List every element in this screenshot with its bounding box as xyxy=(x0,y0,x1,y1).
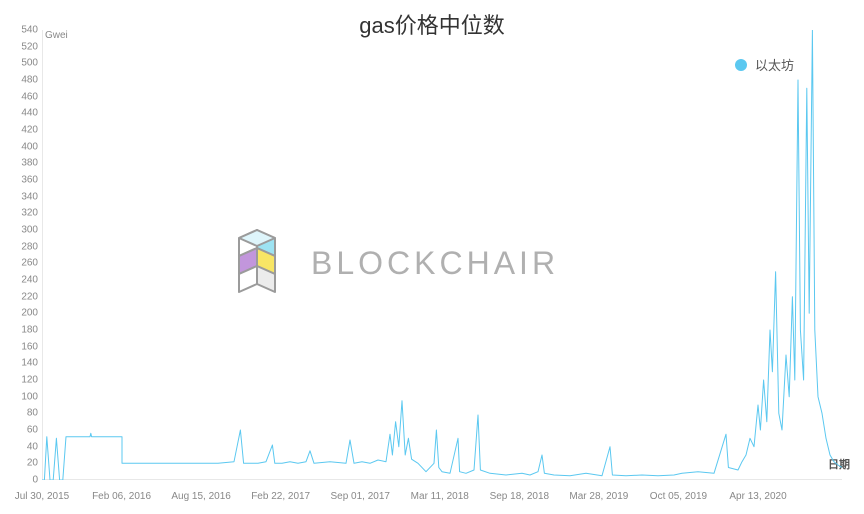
ytick: 200 xyxy=(10,308,38,319)
ytick: 280 xyxy=(10,241,38,252)
ytick: 380 xyxy=(10,158,38,169)
watermark: BLOCKCHAIR xyxy=(235,228,559,298)
xtick: Feb 22, 2017 xyxy=(251,491,310,502)
xtick: Sep 18, 2018 xyxy=(490,491,550,502)
ytick: 120 xyxy=(10,375,38,386)
ytick: 400 xyxy=(10,141,38,152)
ytick: 40 xyxy=(10,441,38,452)
ytick: 320 xyxy=(10,208,38,219)
ytick: 220 xyxy=(10,291,38,302)
ytick: 500 xyxy=(10,58,38,69)
ytick: 160 xyxy=(10,341,38,352)
xtick: Apr 13, 2020 xyxy=(729,491,786,502)
ytick: 420 xyxy=(10,125,38,136)
gas-price-chart: gas价格中位数 Gwei 日期 以太坊 BLOCKCHAIR 02040608… xyxy=(0,0,864,514)
ytick: 480 xyxy=(10,75,38,86)
watermark-text: BLOCKCHAIR xyxy=(311,245,559,282)
ytick: 460 xyxy=(10,91,38,102)
ytick: 440 xyxy=(10,108,38,119)
ytick: 240 xyxy=(10,275,38,286)
xtick: Jul 30, 2015 xyxy=(15,491,70,502)
ytick: 340 xyxy=(10,191,38,202)
ytick: 520 xyxy=(10,41,38,52)
xtick: Oct 05, 2019 xyxy=(650,491,707,502)
xtick: Aug 15, 2016 xyxy=(171,491,231,502)
ytick: 0 xyxy=(10,475,38,486)
ytick: 80 xyxy=(10,408,38,419)
xtick: Mar 28, 2019 xyxy=(569,491,628,502)
ytick: 180 xyxy=(10,325,38,336)
ytick: 20 xyxy=(10,458,38,469)
ytick: 360 xyxy=(10,175,38,186)
ytick: 100 xyxy=(10,391,38,402)
xtick: Sep 01, 2017 xyxy=(330,491,390,502)
ytick: 60 xyxy=(10,425,38,436)
blockchair-logo-icon xyxy=(235,228,293,298)
ytick: 300 xyxy=(10,225,38,236)
ytick: 140 xyxy=(10,358,38,369)
xtick: Feb 06, 2016 xyxy=(92,491,151,502)
ytick: 260 xyxy=(10,258,38,269)
xtick: Mar 11, 2018 xyxy=(411,491,469,502)
ytick: 540 xyxy=(10,25,38,36)
